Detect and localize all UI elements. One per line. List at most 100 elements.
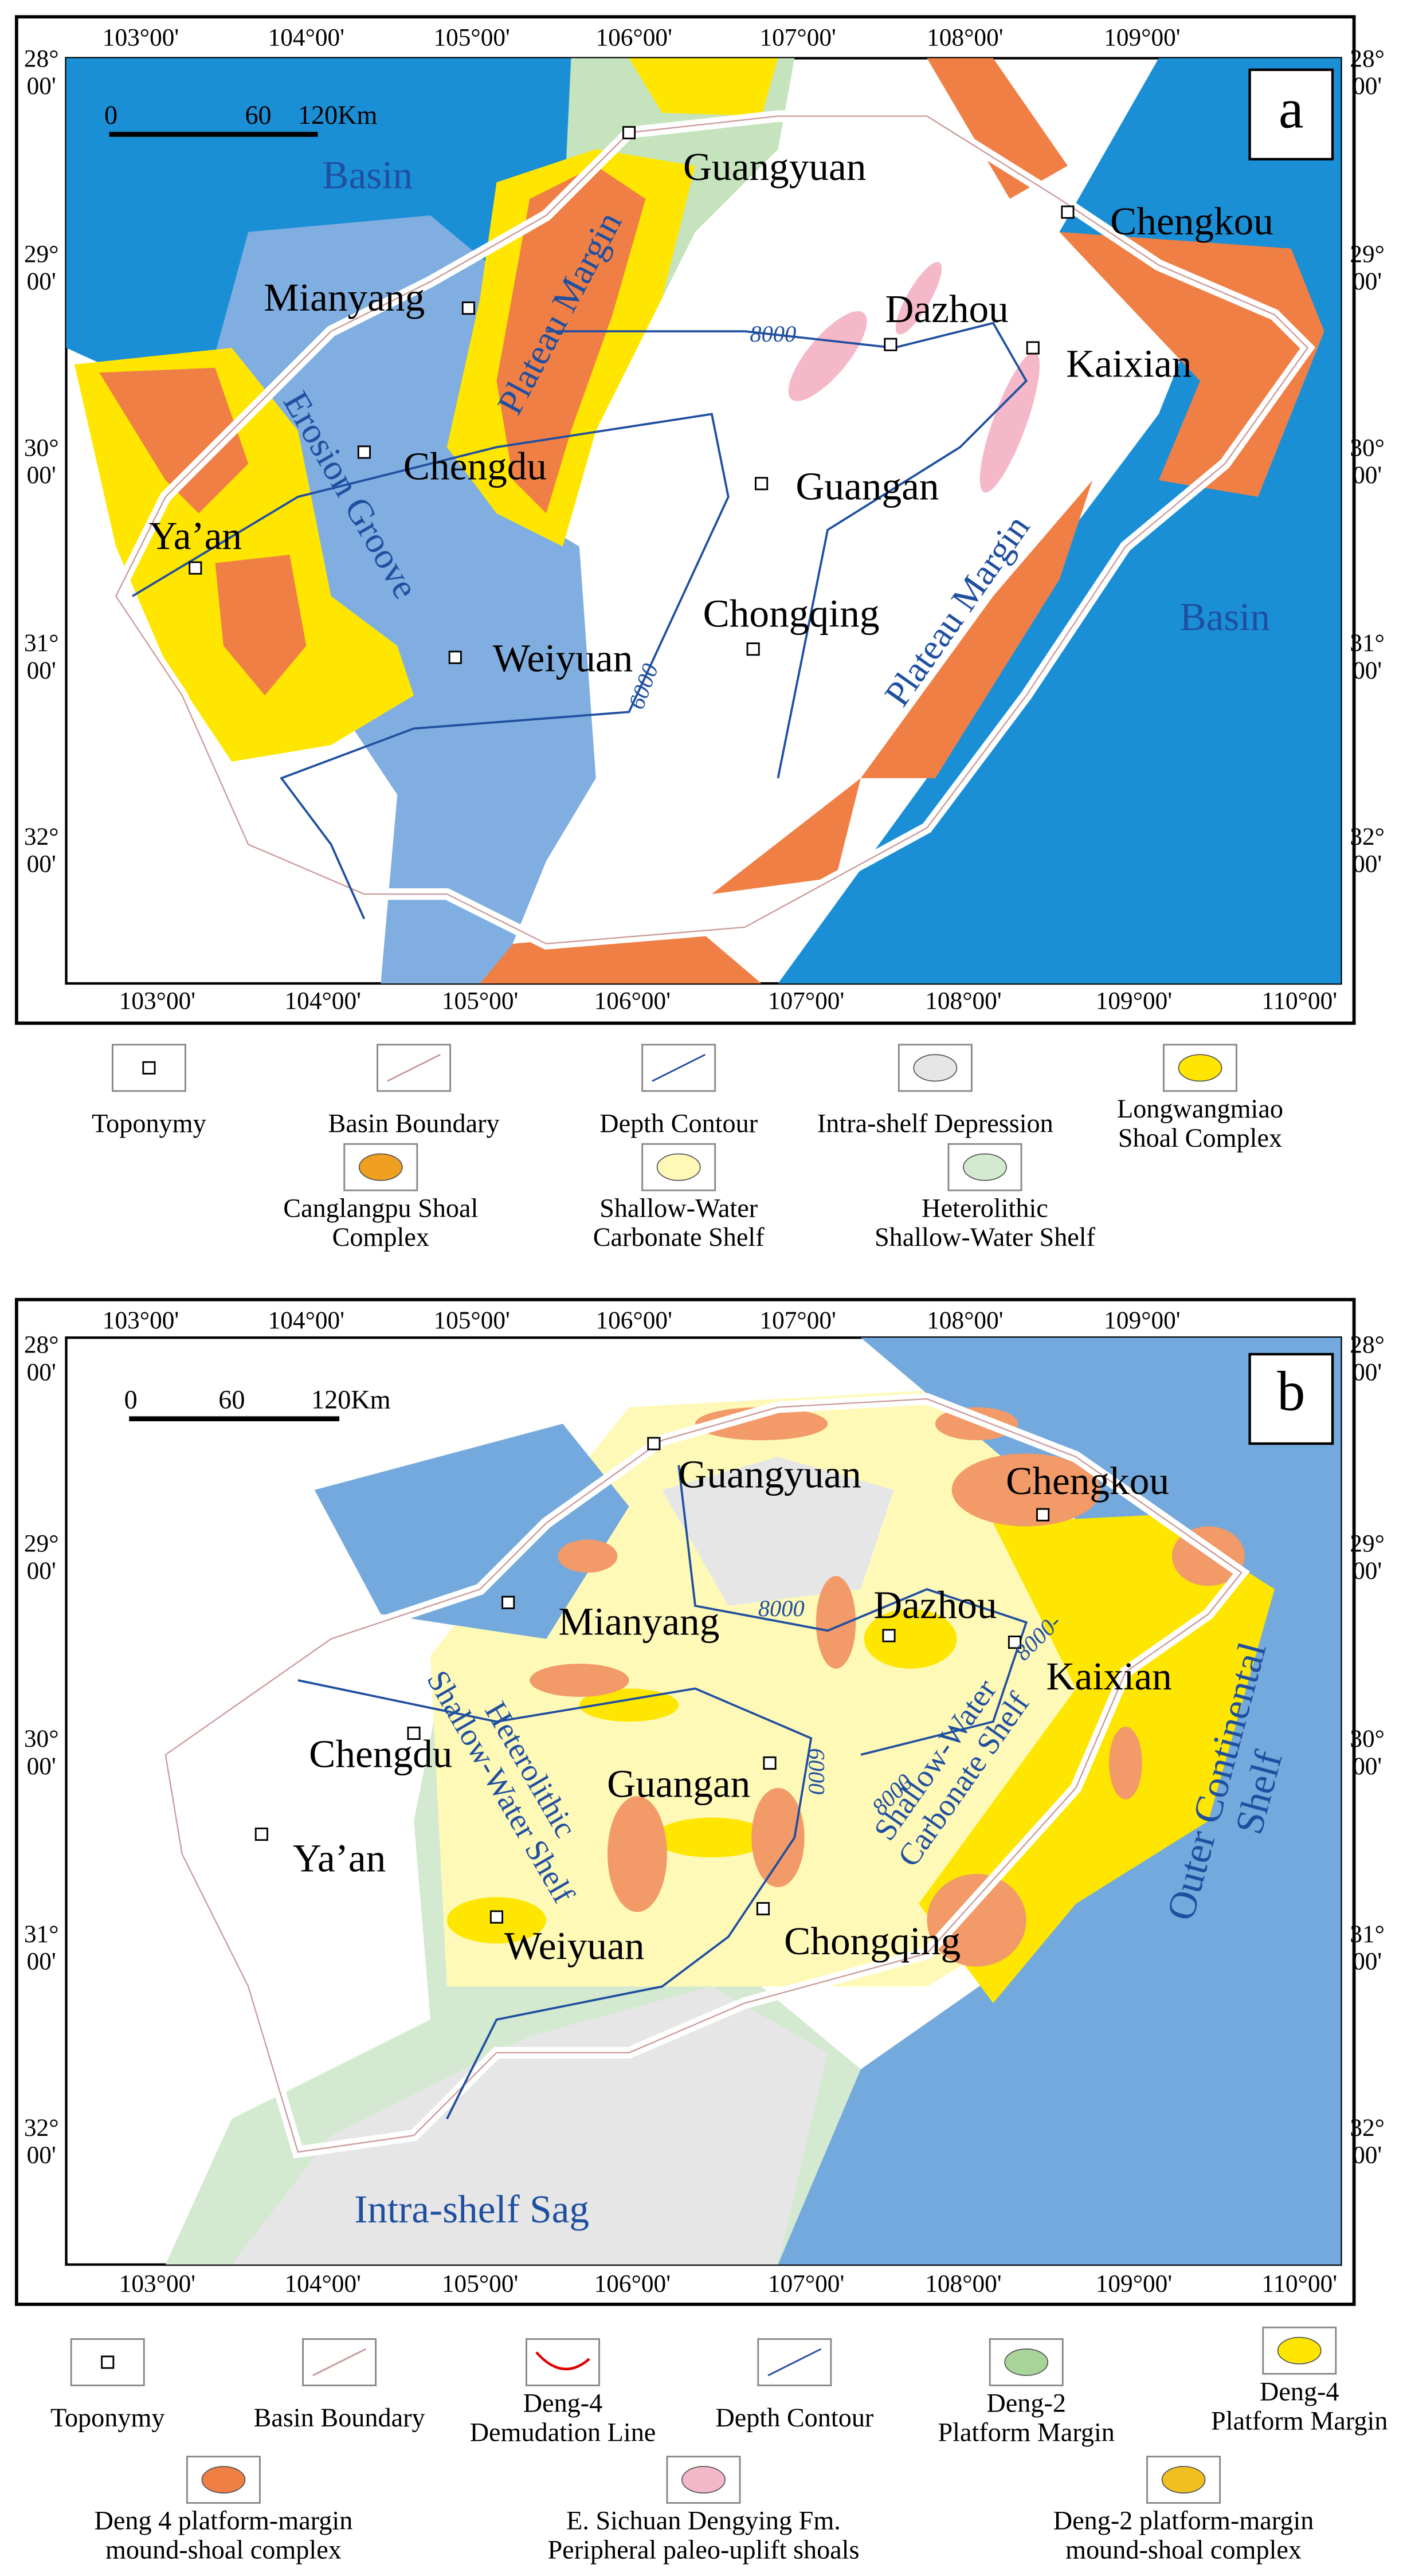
lat-label-line: 00' <box>1353 268 1382 295</box>
legend-label-line: Shallow-Water Shelf <box>875 1222 1096 1252</box>
lat-label-line: 00' <box>27 1557 56 1585</box>
lat-label-line: 00' <box>27 2141 56 2169</box>
place-name: Kaixian <box>1046 1654 1171 1698</box>
legend-label-line: E. Sichuan Dengying Fm. <box>566 2506 841 2535</box>
legend-label: Deng-2 Platform Margin <box>938 2388 1114 2446</box>
lat-label-line: 32° <box>24 823 59 850</box>
place-marker <box>882 1629 896 1642</box>
lat-label-line: 31° <box>1350 629 1385 657</box>
lat-label-line: 00' <box>27 268 56 295</box>
map-a <box>14 15 1356 1025</box>
lat-label-line: 00' <box>1353 72 1382 100</box>
place-marker <box>1036 1508 1050 1522</box>
panel-label: a <box>1279 77 1304 140</box>
place-marker <box>189 561 202 575</box>
legend-symbol <box>101 2355 115 2369</box>
lat-label: 32° 00' <box>1350 823 1385 878</box>
lat-label-line: 00' <box>27 850 56 878</box>
legend-symbol <box>358 1153 403 1181</box>
lon-label: 106°00' <box>594 987 671 1015</box>
lon-label: 107°00' <box>768 2270 844 2297</box>
lon-label: 106°00' <box>595 1307 672 1334</box>
place-marker <box>489 1910 504 1924</box>
scale-label: 0 <box>104 100 117 130</box>
lat-label: 28° 00' <box>1350 1331 1385 1386</box>
legend-label: Deng 4 platform-margin mound-shoal comple… <box>95 2506 353 2564</box>
legend-label-line: Deng-2 <box>986 2388 1066 2417</box>
legend-symbol <box>312 2348 366 2377</box>
legend-symbol <box>652 1053 706 1082</box>
legend-label-line: mound-shoal complex <box>1065 2535 1302 2564</box>
place-marker <box>763 1756 777 1770</box>
legend-label-line: Peripheral paleo-uplift shoals <box>547 2535 859 2564</box>
lat-label-line: 29° <box>1350 240 1385 268</box>
lat-label-line: 31° <box>24 1920 59 1948</box>
place-marker <box>461 301 475 315</box>
legend-label: Depth Contour <box>715 2403 873 2432</box>
place-marker <box>1026 341 1040 355</box>
lat-label-line: 28° <box>1350 45 1385 73</box>
legend-label-line: Basin Boundary <box>254 2403 425 2432</box>
place-name: Ya’an <box>149 513 242 558</box>
legend-symbol <box>963 1153 1007 1181</box>
lat-label-line: 28° <box>24 45 59 73</box>
lat-label-line: 31° <box>1350 1920 1385 1948</box>
region-label: Basin <box>322 152 413 197</box>
map-b <box>14 1297 1356 2306</box>
lat-label-line: 00' <box>1353 2141 1382 2169</box>
legend-label-line: Platform Margin <box>938 2417 1114 2446</box>
legend-symbol <box>656 1153 701 1181</box>
lat-label-line: 00' <box>1353 1948 1382 1975</box>
scale-label: 120Km <box>298 100 378 130</box>
lat-label-line: 00' <box>27 657 56 684</box>
place-name: Guangan <box>607 1762 750 1806</box>
lat-label: 29° 00' <box>24 240 59 295</box>
legend-label-line: Canglangpu Shoal <box>283 1193 478 1222</box>
scale-label: 120Km <box>311 1385 391 1414</box>
lat-label: 31° 00' <box>24 1920 59 1975</box>
legend-label: Basin Boundary <box>254 2403 425 2432</box>
contour-label: 8000 <box>750 321 796 347</box>
legend-label: Heterolithic Shallow-Water Shelf <box>875 1193 1096 1252</box>
legend-label: Toponymy <box>50 2403 165 2432</box>
lat-label-line: 28° <box>24 1331 59 1359</box>
place-marker <box>884 338 897 351</box>
place-name: Guangyuan <box>683 144 866 189</box>
legend-label-line: Longwangmiao <box>1117 1094 1283 1123</box>
lon-label: 105°00' <box>442 2270 518 2297</box>
legend-label-line: mound-shoal complex <box>105 2535 342 2564</box>
lat-label-line: 29° <box>24 240 59 268</box>
place-marker <box>501 1595 515 1609</box>
lat-label: 31° 00' <box>24 629 59 684</box>
legend-symbol <box>767 2348 822 2377</box>
scale-label: 60 <box>218 1385 245 1414</box>
lon-label: 103°00' <box>103 24 179 52</box>
legend-label-line: Shoal Complex <box>1118 1123 1282 1152</box>
lon-label: 108°00' <box>925 2270 1001 2297</box>
lat-label: 31° 00' <box>1350 1920 1385 1975</box>
lon-label: 106°00' <box>594 2270 671 2297</box>
lon-label: 103°00' <box>103 1307 179 1334</box>
lon-label: 104°00' <box>268 1307 344 1334</box>
region-label: Intra-shelf Sag <box>354 2187 589 2231</box>
legend-label-line: Intra-shelf Depression <box>817 1108 1053 1138</box>
legend-label: Canglangpu Shoal Complex <box>283 1193 478 1252</box>
legend-label-line: Demudation Line <box>470 2417 656 2446</box>
lon-label: 107°00' <box>759 1307 836 1334</box>
legend-symbol <box>1178 1054 1222 1082</box>
legend-label-line: Deng-4 <box>1260 2377 1339 2406</box>
legend-label-line: Toponymy <box>92 1108 206 1138</box>
lon-label: 104°00' <box>268 24 344 52</box>
lat-label-line: 32° <box>24 2114 59 2142</box>
panel-label: b <box>1277 1360 1305 1423</box>
place-name: Guangan <box>795 464 939 508</box>
legend-symbol <box>681 2466 726 2494</box>
legend-label-line: Platform Margin <box>1211 2406 1388 2435</box>
lon-label: 106°00' <box>595 24 672 52</box>
lon-label: 110°00' <box>1261 987 1337 1015</box>
legend-label: E. Sichuan Dengying Fm. Peripheral paleo-… <box>547 2506 859 2564</box>
lon-label: 104°00' <box>285 987 361 1015</box>
lon-label: 108°00' <box>927 1307 1003 1334</box>
lat-label: 32° 00' <box>1350 2114 1385 2169</box>
